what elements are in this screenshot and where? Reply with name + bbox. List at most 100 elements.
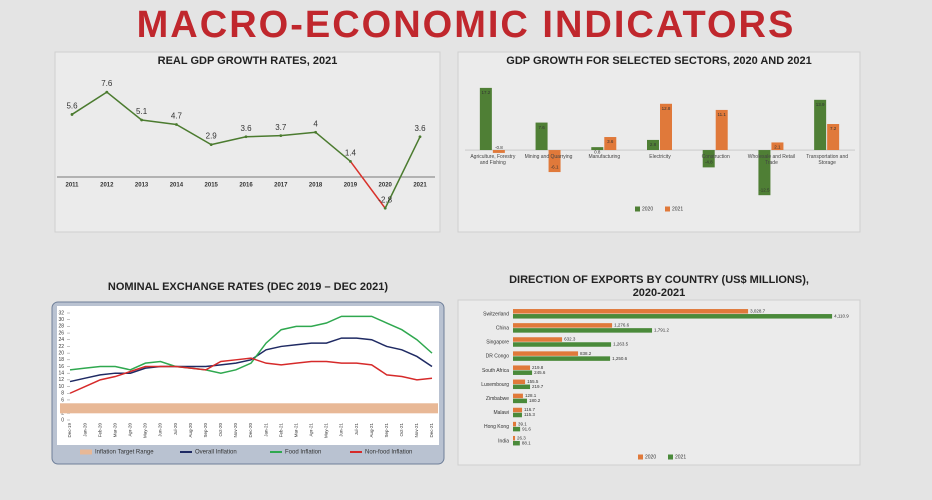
category-label: Singapore (486, 340, 509, 346)
point (105, 90, 109, 94)
target-band (60, 403, 438, 414)
point (140, 118, 144, 122)
data-label: 219.8 (532, 365, 544, 370)
y-tick-label: 24 (58, 337, 64, 343)
bar (702, 150, 715, 168)
category-label: Mining and Quarrying (524, 154, 573, 161)
bar (535, 122, 548, 151)
data-label: 7.6 (101, 79, 113, 88)
category-label: South Africa (482, 368, 509, 374)
data-label: 1.4 (345, 148, 357, 157)
data-label: 155.5 (527, 379, 539, 384)
y-tick-label: 10 (58, 384, 64, 390)
y-tick-label: 20 (58, 350, 64, 356)
data-label: 838.2 (580, 351, 592, 356)
line-segment (280, 131, 316, 137)
data-label: 3.6 (607, 139, 614, 144)
y-tick-label: 30 (58, 317, 64, 323)
line-segment (245, 134, 281, 138)
data-label: 3,028.7 (750, 309, 766, 314)
x-tick-label: Aug-20 (188, 423, 193, 438)
bar (513, 440, 520, 446)
point (175, 123, 178, 126)
line-segment (71, 91, 108, 116)
legend-label: 2020 (642, 206, 653, 212)
x-tick-label: 2016 (239, 183, 253, 189)
x-tick-label: Jul-20 (173, 423, 178, 436)
bar (513, 365, 531, 370)
x-tick-label: Mar-20 (112, 423, 117, 438)
data-label: 1,791.2 (654, 328, 670, 333)
bar (513, 309, 749, 314)
data-label: 2.1 (774, 145, 781, 150)
data-label: 39.1 (518, 421, 527, 426)
x-tick-label: Jul-21 (354, 423, 359, 436)
legend-swatch (665, 206, 670, 212)
line-segment (315, 131, 351, 162)
x-tick-label: 2020 (379, 183, 393, 189)
point (349, 159, 352, 163)
x-tick-label: 2015 (205, 183, 219, 189)
data-label: 3.6 (414, 124, 426, 133)
data-label: 116.7 (524, 407, 535, 412)
x-tick-label: 2021 (413, 183, 427, 189)
category-label: India (498, 438, 509, 444)
bar (513, 398, 527, 404)
y-tick-label: 12 (58, 377, 64, 383)
data-label: 11.1 (717, 112, 726, 117)
bar (513, 370, 533, 375)
x-tick-label: Apr-21 (309, 423, 314, 437)
bar (492, 150, 505, 153)
category-label: Malawi (493, 410, 509, 416)
legend-label: Food Inflation (285, 450, 321, 456)
category-label: Construction (701, 154, 730, 161)
legend-label: Overall Inflation (195, 450, 237, 456)
x-tick-label: Feb-20 (97, 423, 102, 438)
chart-title: DIRECTION OF EXPORTS BY COUNTRY (US$ MIL… (509, 274, 809, 299)
y-tick-label: 22 (58, 344, 64, 350)
bar (548, 150, 561, 173)
point (209, 143, 213, 146)
data-label: 245.6 (534, 370, 546, 375)
bar (513, 384, 531, 390)
bar (513, 342, 612, 347)
line (69, 315, 433, 374)
bar (513, 407, 523, 413)
bar (827, 124, 840, 151)
y-tick-label: 6 (61, 397, 64, 403)
y-tick-label: 2 (61, 411, 64, 417)
bar (814, 99, 827, 151)
x-tick-label: Oct-20 (218, 423, 223, 437)
point (383, 206, 387, 210)
data-label: 3.6 (240, 124, 252, 133)
legend-label: 2021 (675, 454, 686, 460)
bar (647, 139, 659, 151)
line-segment (106, 91, 143, 121)
data-label: 128.1 (525, 393, 537, 398)
legend-swatch (635, 206, 640, 212)
legend-swatch (80, 449, 92, 455)
data-label: 26.3 (517, 435, 526, 440)
x-tick-label: Nov-21 (414, 423, 419, 438)
data-label: 1,250.6 (612, 356, 628, 361)
x-tick-label: Jan-21 (263, 423, 268, 437)
category-label: Switzerland (483, 311, 509, 317)
y-tick-label: 28 (58, 324, 64, 330)
page-title: MACRO-ECONOMIC INDICATORS (136, 4, 796, 46)
legend-label: 2021 (672, 206, 683, 212)
data-label: -12.5 (759, 187, 770, 192)
line-segment (349, 160, 386, 209)
x-tick-label: 2012 (100, 183, 114, 189)
category-label: DR Congo (486, 354, 510, 360)
data-label: 4.7 (171, 112, 183, 121)
data-label: 3.7 (275, 123, 287, 132)
data-label: 2.8 (650, 142, 657, 147)
x-tick-label: Mar-21 (293, 423, 298, 438)
legend-label: 2020 (645, 454, 656, 460)
line (69, 357, 433, 394)
data-label: 219.7 (532, 384, 544, 389)
point (418, 135, 422, 139)
data-label: -6.1 (551, 164, 559, 169)
